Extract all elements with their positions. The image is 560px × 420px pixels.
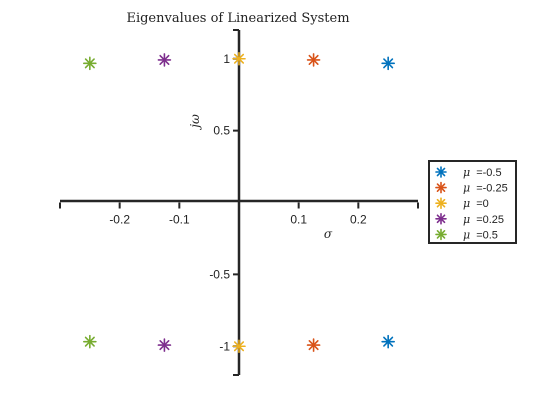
- y-tick-label: 1: [223, 52, 230, 66]
- legend-entry-label: μ =0: [463, 197, 489, 210]
- eigenvalue-marker: [232, 51, 246, 66]
- y-axis-label: jω: [188, 114, 202, 131]
- x-tick-label: 0.1: [290, 213, 307, 227]
- eigenvalue-marker: [306, 338, 321, 352]
- y-tick-label: -1: [219, 339, 230, 353]
- eigenvalue-marker: [157, 338, 172, 352]
- y-tick-label: 0.5: [213, 124, 230, 138]
- eigenvalue-marker: [157, 53, 172, 67]
- legend-items: μ =-0.5 μ =-0.25 μ =0 μ =0.25 μ =0.5: [435, 166, 508, 241]
- x-tick-label: -0.1: [169, 213, 190, 227]
- eigenvalue-marker: [83, 334, 97, 349]
- eigenvalue-marker: [381, 56, 395, 71]
- x-tick-label: -0.2: [109, 213, 130, 227]
- data-points: [83, 51, 395, 354]
- eigenvalue-marker: [306, 53, 321, 67]
- chart-title: Eigenvalues of Linearized System: [126, 11, 349, 26]
- legend: μ =-0.5 μ =-0.25 μ =0 μ =0.25 μ =0.5: [428, 160, 517, 244]
- eigenvalue-marker: [381, 334, 395, 349]
- legend-marker: [435, 197, 447, 209]
- tick-labels: -0.2 -0.1 0.1 0.2 1 0.5 -0.5 -1: [109, 52, 367, 354]
- legend-entry-label: μ =0.25: [463, 213, 504, 226]
- y-tick-label: -0.5: [209, 267, 230, 281]
- legend-marker: [435, 181, 447, 194]
- legend-entry-label: μ =0.5: [463, 228, 498, 241]
- axes: [60, 30, 418, 375]
- eigenvalue-marker: [232, 339, 246, 354]
- legend-entry-label: μ =-0.25: [463, 182, 508, 195]
- eigenvalue-marker: [83, 56, 97, 71]
- x-tick-label: 0.2: [350, 213, 367, 227]
- legend-marker: [435, 166, 447, 178]
- legend-marker: [435, 213, 447, 225]
- legend-marker: [435, 228, 447, 241]
- x-axis-label: σ: [324, 227, 333, 241]
- legend-entry-label: μ =-0.5: [463, 166, 502, 179]
